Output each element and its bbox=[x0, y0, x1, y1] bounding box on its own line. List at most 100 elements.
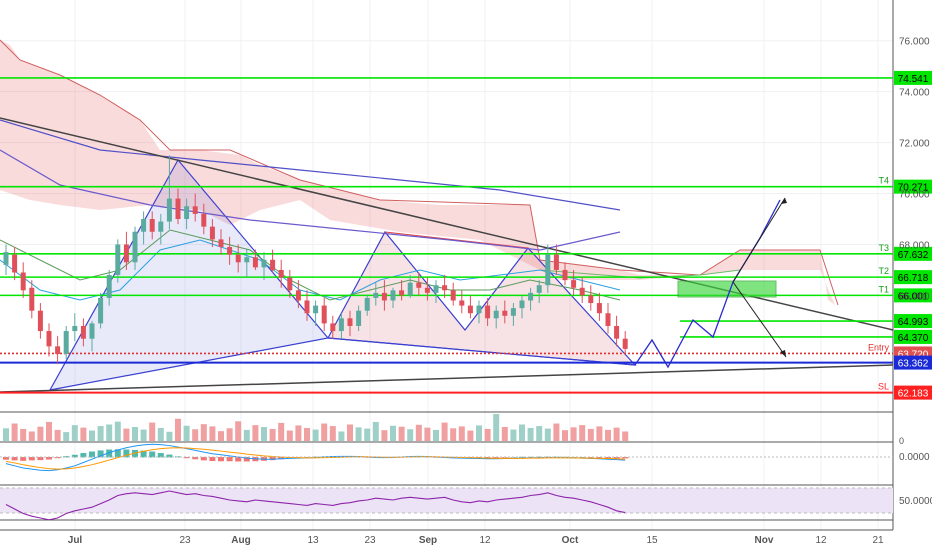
volume-bar bbox=[484, 428, 491, 441]
candle-body bbox=[175, 198, 181, 220]
candle-body bbox=[579, 287, 585, 296]
macd-histogram-bar bbox=[218, 457, 224, 462]
macd-histogram-bar bbox=[622, 457, 629, 459]
y-tick-label: 72.000 bbox=[899, 139, 930, 150]
volume-bar bbox=[252, 425, 259, 441]
volume-bar bbox=[467, 430, 474, 441]
price-badge bbox=[894, 270, 932, 285]
candle-body bbox=[304, 300, 310, 314]
volume-bar bbox=[312, 429, 319, 441]
volume-bar bbox=[106, 424, 113, 441]
candle-body bbox=[330, 323, 336, 332]
macd-histogram-bar bbox=[605, 457, 611, 459]
price-levels-layer: T4 T3 T2 T1 Entry SL 74.541 70.271 67.632 66.718 6… bbox=[0, 70, 932, 400]
price-badge bbox=[894, 355, 932, 370]
volume-bar bbox=[235, 421, 242, 441]
macd-histogram-bar bbox=[11, 457, 18, 461]
volume-bar bbox=[3, 428, 9, 441]
macd-histogram-bar bbox=[304, 457, 310, 458]
projection-layer bbox=[634, 197, 787, 369]
macd-histogram-bar bbox=[123, 449, 130, 458]
candle-body bbox=[553, 254, 559, 270]
price-badge-label: 66.001 bbox=[898, 291, 929, 302]
candle-body bbox=[476, 305, 482, 314]
macd-histogram-bar bbox=[235, 457, 242, 462]
volume-bar bbox=[450, 428, 457, 441]
candle-body bbox=[227, 247, 233, 255]
volume-bar bbox=[54, 429, 61, 441]
volume-bar bbox=[501, 427, 508, 441]
projection-arrowhead-up bbox=[781, 198, 787, 204]
candle-body bbox=[450, 290, 456, 301]
candle-body bbox=[80, 325, 86, 339]
candle-body bbox=[381, 292, 387, 301]
volume-bar bbox=[355, 427, 362, 441]
volume-bar bbox=[476, 425, 482, 441]
volume-bar bbox=[424, 427, 431, 441]
volume-bar bbox=[286, 430, 293, 441]
volume-bar bbox=[97, 426, 104, 441]
volume-bar bbox=[20, 428, 27, 441]
candle-body bbox=[485, 305, 491, 319]
candle-body bbox=[3, 252, 9, 265]
volume-bar bbox=[544, 428, 551, 441]
price-badge bbox=[894, 179, 932, 194]
volume-bar bbox=[553, 423, 560, 441]
volume-bar bbox=[321, 423, 328, 441]
volume-bar bbox=[80, 427, 87, 441]
macd-histogram-bar bbox=[166, 454, 173, 458]
volume-bar bbox=[157, 427, 164, 441]
macd-histogram-bar bbox=[149, 451, 156, 458]
projection-arrow-up bbox=[732, 197, 786, 283]
volume-bar bbox=[622, 431, 629, 441]
volume-bar bbox=[200, 424, 207, 441]
macd-signal-line bbox=[5, 447, 626, 470]
macd-histogram-bar bbox=[278, 457, 285, 460]
candle-body bbox=[459, 300, 465, 306]
x-tick-label: 12 bbox=[815, 535, 827, 546]
candle-body bbox=[622, 338, 628, 349]
volume-bar bbox=[71, 425, 78, 441]
macd-histogram-bar bbox=[484, 457, 491, 459]
x-tick-label: Oct bbox=[562, 535, 579, 546]
projection-arrowhead-down bbox=[780, 350, 786, 357]
macd-histogram-bar bbox=[46, 457, 52, 460]
projection-arrow-down bbox=[732, 281, 787, 358]
volume-bar bbox=[295, 425, 302, 441]
y-tick-label: 76.000 bbox=[899, 37, 930, 48]
macd-histogram-bar bbox=[97, 450, 104, 458]
candle-body bbox=[407, 282, 413, 296]
candle-body bbox=[270, 259, 276, 270]
candle-body bbox=[424, 287, 430, 293]
candle-body bbox=[433, 285, 439, 293]
macd-histogram-bar bbox=[209, 457, 216, 462]
price-level-label: T1 bbox=[878, 284, 889, 294]
macd-histogram-bar bbox=[183, 457, 190, 459]
volume-bar bbox=[347, 424, 353, 441]
volume-bar bbox=[140, 429, 147, 441]
x-tick-label: Nov bbox=[755, 535, 774, 546]
y-tick-label: 70.000 bbox=[899, 190, 930, 201]
candle-body bbox=[89, 323, 95, 339]
candle-body bbox=[562, 269, 568, 281]
candle-body bbox=[244, 257, 250, 263]
candle-body bbox=[502, 310, 508, 316]
macd-histogram-bar bbox=[3, 457, 9, 460]
axis-layer: 76.000 74.000 72.000 70.000 68.000 66.000 0 0.0… bbox=[68, 37, 932, 546]
candles-layer bbox=[3, 155, 628, 365]
x-tick-label: Jul bbox=[68, 535, 83, 546]
volume-bar bbox=[364, 428, 371, 441]
harmonic-pattern-layer bbox=[48, 158, 637, 391]
volume-bar bbox=[218, 431, 224, 441]
volume-bar bbox=[372, 421, 379, 441]
candle-body bbox=[209, 226, 215, 240]
candle-body bbox=[20, 272, 26, 291]
volume-bar bbox=[527, 427, 534, 441]
price-badge-label: 74.541 bbox=[898, 74, 929, 85]
volume-bar bbox=[510, 429, 517, 441]
macd-histogram-bar bbox=[89, 451, 95, 458]
candle-body bbox=[46, 331, 52, 347]
candle-body bbox=[442, 285, 448, 291]
rsi-line bbox=[5, 490, 626, 521]
